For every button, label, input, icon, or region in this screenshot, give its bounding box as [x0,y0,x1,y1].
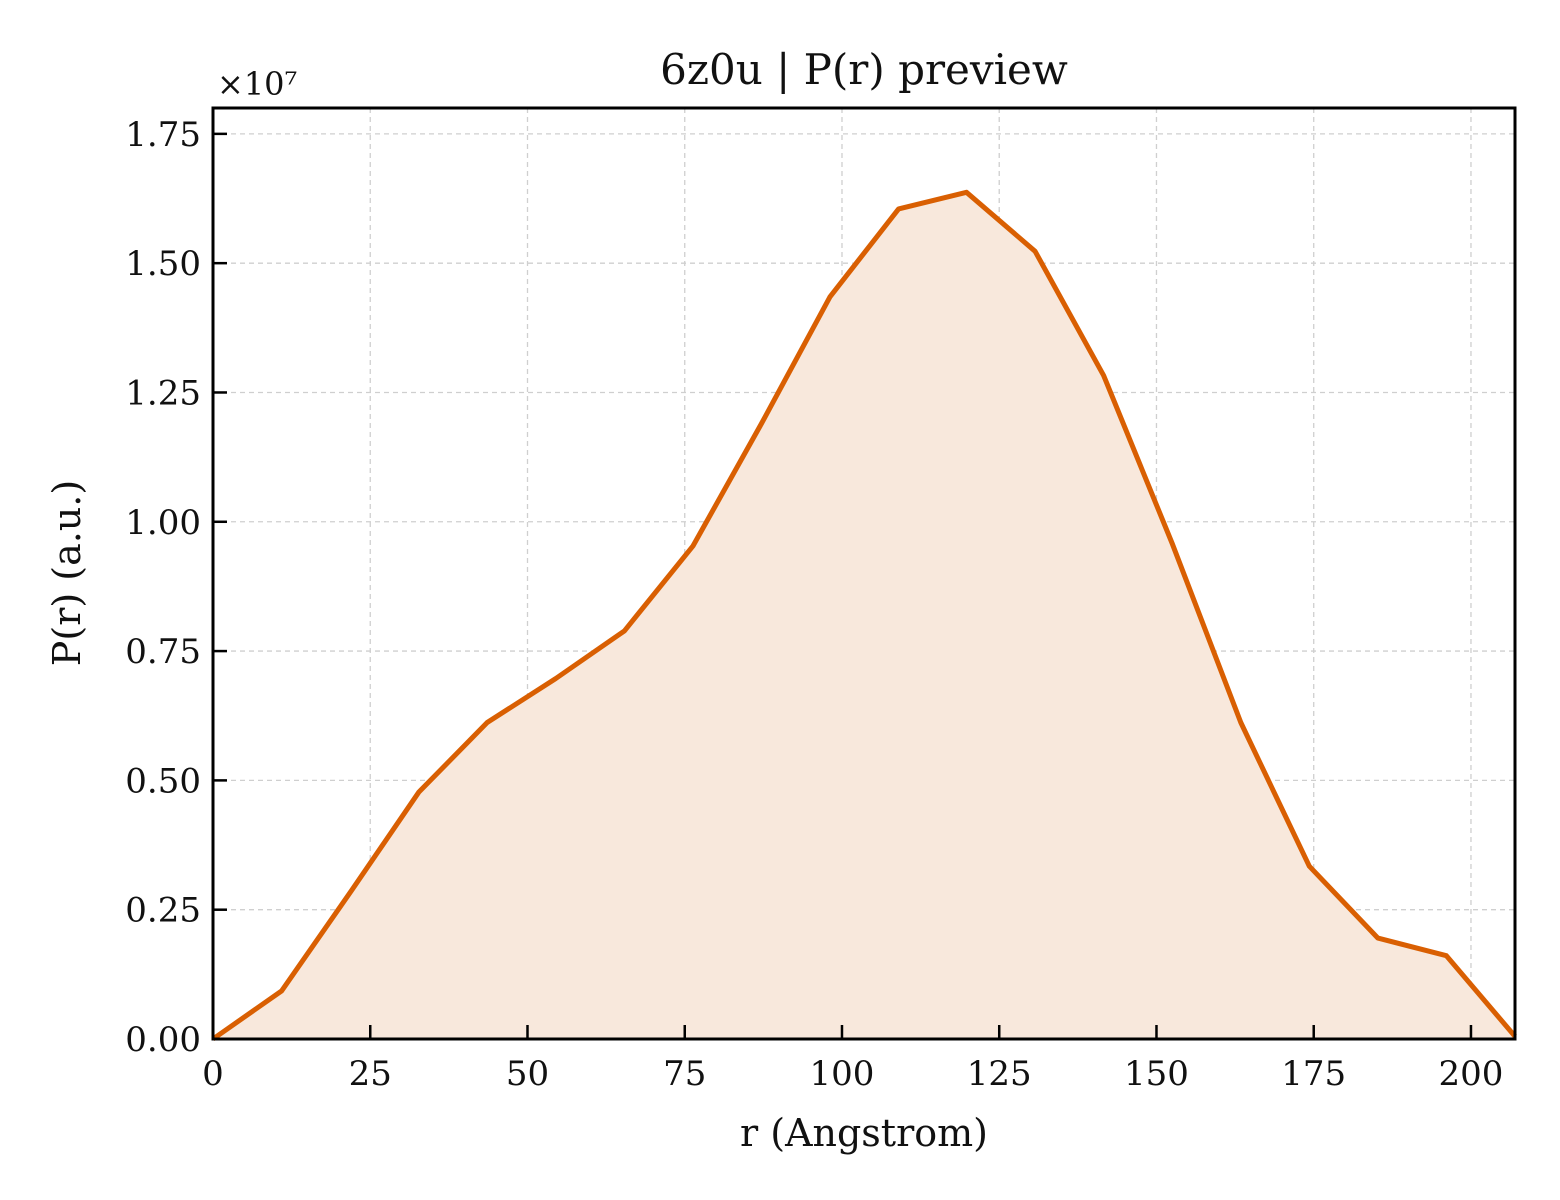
x-tick-label: 125 [967,1054,1032,1094]
y-offset-label: ×10⁷ [217,65,297,103]
plot-frame [211,106,1517,1041]
x-tick-label: 100 [810,1054,875,1094]
x-tick-label: 175 [1281,1054,1346,1094]
x-tick-label: 25 [349,1054,392,1094]
y-tick-label: 1.25 [125,373,201,413]
pr-series-line [211,189,1517,1042]
y-tick-label: 1.50 [125,244,201,284]
chart-title: 6z0u | P(r) preview [660,45,1068,94]
x-tick-label: 150 [1124,1054,1189,1094]
y-tick-label: 1.75 [125,115,201,155]
y-tick-label: 0.25 [125,891,201,931]
x-tick-label: 50 [506,1054,549,1094]
x-ticks: 0 25 50 75 100 125 150 175 200 [202,1025,1503,1094]
y-tick-label: 0.75 [125,632,201,672]
y-tick-label: 0.50 [125,761,201,801]
x-tick-label: 0 [202,1054,224,1094]
y-ticks: 0.00 0.25 0.50 0.75 1.00 1.25 1.50 1.75 [125,115,227,1060]
x-tick-label: 75 [663,1054,706,1094]
x-tick-label: 200 [1439,1054,1504,1094]
y-tick-label: 0.00 [125,1020,201,1060]
pr-area-fill [213,192,1515,1040]
x-axis-label: r (Angstrom) [740,1111,988,1155]
y-tick-label: 1.00 [125,503,201,543]
y-axis-label: P(r) (a.u.) [45,480,89,666]
